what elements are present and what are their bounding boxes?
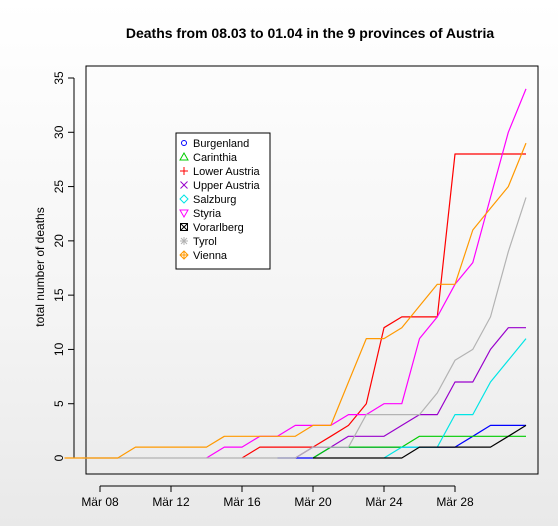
legend-marker-x — [180, 181, 188, 189]
x-tick-label: Mär 16 — [223, 495, 261, 509]
series-line-salzburg — [383, 338, 527, 459]
series-line-tyrol — [82, 197, 527, 459]
series-line-lower-austria — [241, 153, 526, 459]
legend-marker-triangle-down — [179, 209, 189, 219]
x-tick-label: Mär 20 — [294, 495, 332, 509]
series-line-vorarlberg — [313, 424, 527, 459]
x-tick-label: Mär 12 — [152, 495, 190, 509]
y-tick-label: 25 — [52, 180, 66, 194]
y-tick-label: 35 — [52, 71, 66, 85]
legend-label-upper-austria: Upper Austria — [193, 180, 261, 192]
legend-label-styria: Styria — [193, 208, 222, 220]
legend-marker-diamond-plus — [179, 250, 189, 260]
legend-marker-asterisk — [180, 237, 188, 245]
legend-label-tyrol: Tyrol — [193, 236, 217, 248]
y-tick-label: 20 — [52, 234, 66, 248]
x-axis: Mär 08 Mär 12 Mär 16 Mär 20 Mär 24 Mär 28 — [81, 485, 474, 509]
y-axis: 0 5 10 15 20 25 30 35 — [52, 71, 75, 461]
legend-marker-triangle — [179, 151, 189, 161]
x-tick-label: Mär 28 — [436, 495, 474, 509]
plot-frame — [85, 65, 539, 475]
series-line-upper-austria — [294, 327, 526, 459]
legend-label-vorarlberg: Vorarlberg — [193, 222, 244, 234]
y-tick-label: 5 — [52, 400, 66, 407]
x-tick-label: Mär 24 — [365, 495, 403, 509]
legend-label-vienna: Vienna — [193, 250, 228, 262]
x-tick-label: Mär 08 — [81, 495, 119, 509]
legend-marker-plus — [180, 167, 188, 175]
chart-title: Deaths from 08.03 to 01.04 in the 9 prov… — [126, 25, 494, 41]
y-tick-label: 10 — [52, 342, 66, 356]
legend-marker-diamond — [179, 194, 189, 204]
series-line-burgenland — [277, 424, 526, 459]
legend: Burgenland Carinthia Lower Austria Upper Au… — [175, 132, 271, 270]
legend-label-salzburg: Salzburg — [193, 194, 236, 206]
y-tick-label: 30 — [52, 125, 66, 139]
legend-marker-circle — [181, 140, 187, 146]
legend-label-burgenland: Burgenland — [193, 138, 249, 150]
legend-box — [175, 132, 271, 270]
series-lines — [64, 88, 527, 459]
legend-marker-square-x — [180, 223, 188, 231]
legend-label-carinthia: Carinthia — [193, 152, 238, 164]
y-tick-label: 0 — [52, 454, 66, 461]
legend-label-lower-austria: Lower Austria — [193, 166, 261, 178]
y-axis-label: total number of deaths — [33, 207, 47, 326]
series-line-vienna — [64, 142, 527, 459]
y-tick-label: 15 — [52, 288, 66, 302]
